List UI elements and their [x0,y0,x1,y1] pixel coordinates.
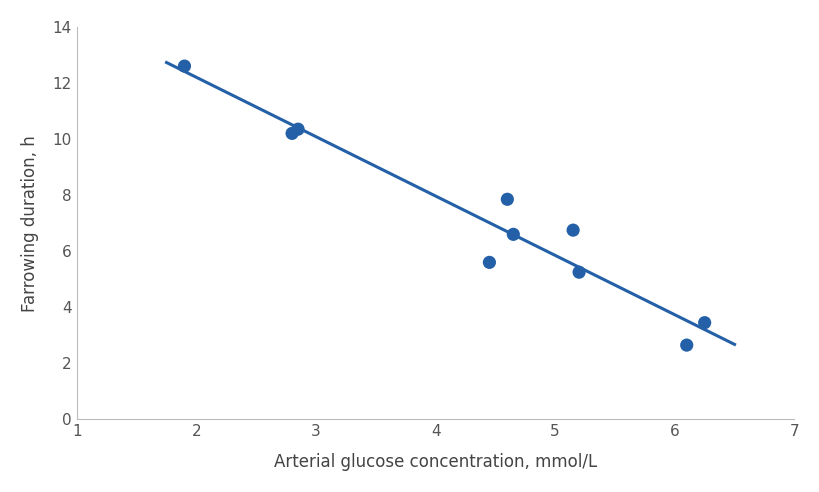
Y-axis label: Farrowing duration, h: Farrowing duration, h [20,135,38,311]
X-axis label: Arterial glucose concentration, mmol/L: Arterial glucose concentration, mmol/L [274,453,596,471]
Point [566,226,579,234]
Point [572,268,585,276]
Point [500,195,514,203]
Point [506,230,519,238]
Point [291,125,304,133]
Point [697,319,710,327]
Point [178,62,191,70]
Point [482,258,495,266]
Point [679,341,692,349]
Point [285,129,298,137]
